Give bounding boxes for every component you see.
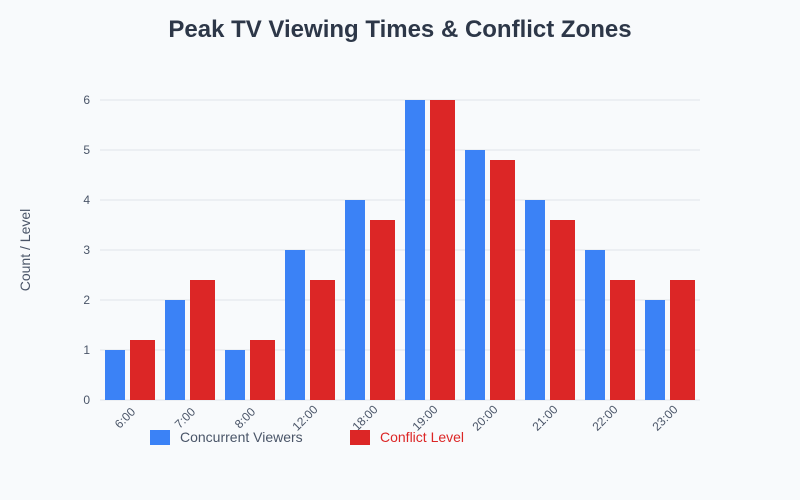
bar-viewers [285,250,305,400]
bar-viewers [645,300,665,400]
bar-viewers [525,200,545,400]
legend-item-conflict[interactable]: Conflict Level [350,429,464,445]
y-tick-label: 3 [83,243,90,257]
x-tick-label: 6:00 [112,405,139,432]
legend-swatch [350,429,370,445]
y-tick-label: 2 [83,293,90,307]
bar-viewers [405,100,425,400]
bar-conflict [190,280,215,400]
y-tick-label: 4 [83,193,90,207]
bar-viewers [585,250,605,400]
legend-swatch [150,429,170,445]
bar-viewers [345,200,365,400]
bar-viewers [225,350,245,400]
bar-conflict [670,280,695,400]
y-tick-label: 0 [83,393,90,407]
chart-title: Peak TV Viewing Times & Conflict Zones [168,16,632,43]
bar-conflict [550,220,575,400]
bar-conflict [130,340,155,400]
y-tick-label: 1 [83,343,90,357]
bar-conflict [610,280,635,400]
bar-conflict [430,100,455,400]
bar-conflict [310,280,335,400]
legend-item-viewers[interactable]: Concurrent Viewers [150,429,303,445]
x-tick-label: 23:00 [649,402,680,433]
bar-viewers [105,350,125,400]
x-tick-label: 20:00 [469,402,500,433]
bar-viewers [165,300,185,400]
legend-label: Conflict Level [380,429,465,445]
bar-viewers [465,150,485,400]
y-tick-label: 5 [83,143,90,157]
legend-label: Concurrent Viewers [180,429,303,445]
bar-conflict [490,160,515,400]
x-tick-label: 8:00 [232,405,259,432]
bar-conflict [370,220,395,400]
y-tick-label: 6 [83,93,90,107]
x-tick-label: 21:00 [529,402,560,433]
x-tick-label: 22:00 [589,402,620,433]
bar-conflict [250,340,275,400]
x-tick-label: 7:00 [172,405,199,432]
